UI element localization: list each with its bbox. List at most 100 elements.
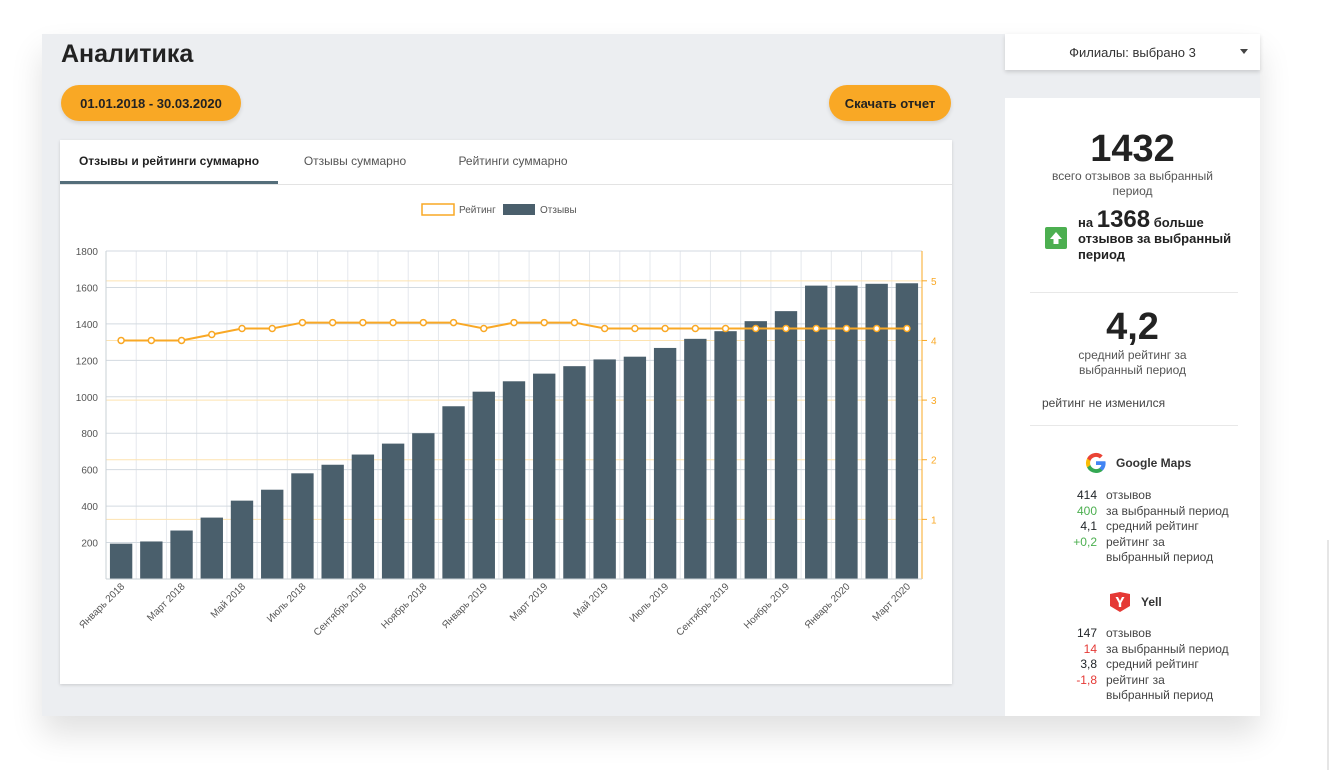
total-reviews-value: 1432 <box>1090 128 1175 170</box>
x-tick-label: Май 2018 <box>209 581 249 621</box>
avg-rating-value: 4,2 <box>1106 306 1159 348</box>
tab-reviews-and-ratings[interactable]: Отзывы и рейтинги суммарно <box>60 140 278 184</box>
legend-label-rating: Рейтинг <box>459 205 496 216</box>
x-tick-label: Май 2019 <box>571 581 611 621</box>
bar-reviews <box>140 541 163 579</box>
total-reviews-label: всего отзывов за выбранный период <box>1051 169 1213 198</box>
rating-point <box>298 318 307 327</box>
rating-point <box>903 324 911 333</box>
stat-label: отзывов <box>1106 626 1152 640</box>
rating-point <box>238 324 246 333</box>
google-logo-icon <box>1085 452 1106 474</box>
rating-point <box>721 324 730 333</box>
rating-point <box>661 324 669 333</box>
bar-reviews <box>533 373 556 579</box>
x-tick-label: Июль 2019 <box>628 581 672 625</box>
stat-value: +0,2 <box>1073 534 1097 549</box>
rating-point <box>328 318 337 327</box>
stat-value: 414 <box>1076 488 1097 502</box>
change-suffix: больше отзывов за выбранный период <box>1078 215 1232 262</box>
bar-reviews <box>472 391 495 579</box>
chart-rating-line <box>117 318 911 345</box>
bar-reviews <box>200 517 223 579</box>
rating-point <box>752 324 760 333</box>
rating-point <box>419 318 428 327</box>
y2-tick-label: 4 <box>931 336 937 347</box>
x-tick-label: Январь 2019 <box>440 581 490 631</box>
tab-reviews[interactable]: Отзывы суммарно <box>303 154 407 168</box>
scrollbar-track[interactable] <box>1327 540 1329 770</box>
bar-reviews <box>412 433 435 579</box>
bar-reviews <box>623 356 647 579</box>
legend-swatch-rating <box>421 203 455 216</box>
branches-select[interactable]: Филиалы: выбрано 3 <box>1005 34 1260 70</box>
rating-point <box>872 324 881 333</box>
tab-bar: Отзывы и рейтинги суммарно Отзывы суммар… <box>60 140 952 185</box>
bar-reviews <box>714 331 737 579</box>
stat-value: 4,1 <box>1080 519 1097 533</box>
bar-reviews <box>442 406 465 579</box>
rating-point <box>691 324 700 333</box>
y-tick-label: 600 <box>81 466 98 477</box>
rating-point <box>812 324 820 333</box>
bar-reviews <box>261 489 284 579</box>
rating-point <box>208 330 216 339</box>
divider <box>1030 425 1238 426</box>
rating-point <box>147 336 156 345</box>
rating-point <box>268 324 276 333</box>
stat-value: 14 <box>1083 641 1097 656</box>
bar-reviews <box>593 359 616 579</box>
rating-point <box>480 324 488 333</box>
rating-point <box>540 318 548 327</box>
bar-reviews <box>653 347 677 579</box>
x-tick-label: Март 2019 <box>508 581 551 624</box>
stat-label: средний рейтинг <box>1106 519 1199 533</box>
rating-point <box>359 318 367 327</box>
x-tick-label: Январь 2020 <box>803 581 853 631</box>
bar-reviews <box>684 338 707 579</box>
chart-card: Отзывы и рейтинги суммарно Отзывы суммар… <box>60 140 952 684</box>
chart-bars <box>109 283 919 579</box>
bar-reviews <box>230 500 254 579</box>
avg-rating-label: средний рейтинг за выбранный период <box>1078 348 1187 377</box>
x-tick-label: Сентябрь 2019 <box>674 580 732 638</box>
rating-point <box>449 318 458 327</box>
date-range-button[interactable]: 01.01.2018 - 30.03.2020 <box>61 85 241 121</box>
summary-panel: 1432 всего отзывов за выбранный период н… <box>1005 98 1260 716</box>
change-value: 1368 <box>1096 206 1151 233</box>
download-report-button[interactable]: Скачать отчет <box>829 85 951 121</box>
stat-label: рейтинг за выбранный период <box>1106 534 1214 565</box>
bar-reviews <box>502 381 526 579</box>
page-title: Аналитика <box>61 40 194 68</box>
reviews-change-text: на 1368 больше отзывов за выбранный пери… <box>1078 208 1238 263</box>
x-tick-label: Июль 2018 <box>265 581 309 625</box>
rating-point <box>117 336 125 345</box>
x-tick-label: Январь 2018 <box>78 581 128 631</box>
bar-reviews <box>744 321 767 579</box>
reviews-ratings-chart: 200 400 600 800 1000 1200 1400 1600 1800 1 2 3 4 5 Янв… <box>76 203 937 638</box>
x-tick-label: Март 2018 <box>145 581 188 624</box>
chart-legend: Рейтинг Отзывы <box>421 203 577 216</box>
stat-label: средний рейтинг <box>1106 657 1199 671</box>
stat-value: 3,8 <box>1080 657 1097 671</box>
x-tick-label: Сентябрь 2018 <box>311 580 369 638</box>
y-tick-label: 1600 <box>76 283 99 294</box>
bar-reviews <box>381 443 405 579</box>
y-tick-label: 800 <box>81 429 98 440</box>
divider <box>1030 292 1238 293</box>
legend-label-reviews: Отзывы <box>540 205 577 216</box>
rating-status: рейтинг не изменился <box>1042 396 1166 410</box>
y-tick-label: 1800 <box>76 247 99 258</box>
yell-logo-icon <box>1110 592 1130 612</box>
y-tick-label: 1400 <box>76 320 99 331</box>
y2-tick-label: 1 <box>931 515 937 526</box>
bar-reviews <box>291 473 314 579</box>
bar-reviews <box>321 464 344 579</box>
bar-reviews <box>865 283 888 579</box>
tab-ratings[interactable]: Рейтинги суммарно <box>458 154 568 168</box>
y-tick-label: 200 <box>81 539 98 550</box>
stat-label: за выбранный период <box>1106 503 1229 518</box>
bar-reviews <box>351 454 375 579</box>
y-tick-label: 1200 <box>76 356 99 367</box>
rating-point <box>389 318 397 327</box>
